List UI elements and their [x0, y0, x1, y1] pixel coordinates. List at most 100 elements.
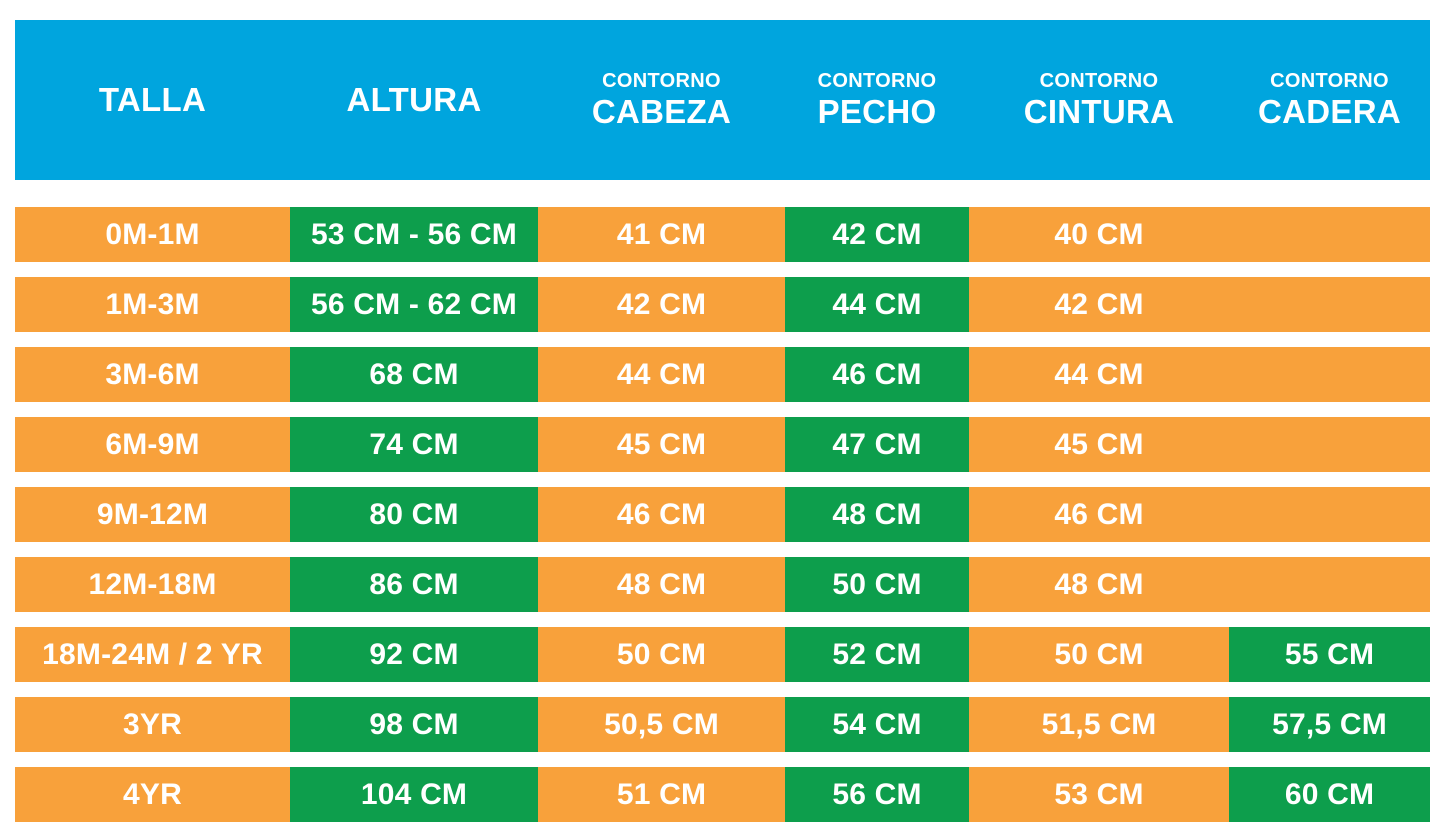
cell-value: 3M-6M [105, 357, 200, 391]
cell-value: 80 CM [369, 497, 459, 531]
cell-value: 42 CM [832, 217, 922, 251]
cell-value: 55 CM [1284, 637, 1375, 671]
cell-value: 53 CM - 56 CM [311, 217, 517, 251]
cell-cadera: 60 CM [1229, 767, 1430, 822]
cell-cabeza: 46 CM [538, 487, 785, 542]
table-row: 3M-6M 68 CM 44 CM 46 CM 44 CM [15, 347, 1430, 402]
cell-value: 4YR [123, 777, 182, 811]
header-cell-altura: ALTURA [290, 20, 538, 180]
cell-pecho: 50 CM [785, 557, 969, 612]
cell-value: 18M-24M / 2 YR [42, 637, 263, 671]
cell-pecho: 54 CM [785, 697, 969, 752]
cell-value: 51 CM [616, 777, 707, 811]
cell-cintura: 46 CM [969, 487, 1229, 542]
table-row: 3YR 98 CM 50,5 CM 54 CM 51,5 CM 57,5 CM [15, 697, 1430, 752]
cell-talla: 0M-1M [15, 207, 290, 262]
cell-cintura: 51,5 CM [969, 697, 1229, 752]
table-row: 1M-3M 56 CM - 62 CM 42 CM 44 CM 42 CM [15, 277, 1430, 332]
cell-cintura: 53 CM [969, 767, 1229, 822]
cell-value: 51,5 CM [1041, 707, 1157, 741]
cell-cabeza: 48 CM [538, 557, 785, 612]
cell-talla: 9M-12M [15, 487, 290, 542]
cell-cabeza: 51 CM [538, 767, 785, 822]
header-main-label: CADERA [1258, 93, 1401, 131]
header-top-label: CONTORNO [1270, 70, 1389, 93]
cell-altura: 92 CM [290, 627, 538, 682]
cell-altura: 53 CM - 56 CM [290, 207, 538, 262]
table-row: 12M-18M 86 CM 48 CM 50 CM 48 CM [15, 557, 1430, 612]
cell-pecho: 42 CM [785, 207, 969, 262]
cell-value: 53 CM [1054, 777, 1144, 811]
cell-value: 54 CM [832, 707, 922, 741]
cell-value: 92 CM [369, 637, 459, 671]
cell-value: 48 CM [832, 497, 922, 531]
cell-cadera [1229, 207, 1430, 262]
cell-value: 86 CM [369, 567, 459, 601]
cell-cadera [1229, 557, 1430, 612]
cell-value: 0M-1M [105, 217, 200, 251]
cell-value: 48 CM [616, 567, 707, 601]
cell-value: 104 CM [360, 777, 468, 811]
cell-value: 60 CM [1284, 777, 1375, 811]
cell-pecho: 47 CM [785, 417, 969, 472]
cell-cintura: 40 CM [969, 207, 1229, 262]
cell-cintura: 45 CM [969, 417, 1229, 472]
header-main-label: CABEZA [591, 93, 732, 131]
cell-value: 45 CM [1054, 427, 1144, 461]
header-main-label: ALTURA [346, 81, 482, 119]
cell-talla: 6M-9M [15, 417, 290, 472]
cell-value: 9M-12M [96, 497, 209, 531]
cell-cadera [1229, 417, 1430, 472]
cell-value: 56 CM - 62 CM [311, 287, 517, 321]
cell-cintura: 48 CM [969, 557, 1229, 612]
cell-value: 50,5 CM [604, 707, 719, 741]
cell-value: 46 CM [832, 357, 922, 391]
cell-value: 44 CM [1054, 357, 1144, 391]
cell-cintura: 50 CM [969, 627, 1229, 682]
header-main-label: TALLA [98, 81, 207, 119]
table-row: 18M-24M / 2 YR 92 CM 50 CM 52 CM 50 CM 55 CM [15, 627, 1430, 682]
header-top-label: CONTORNO [817, 70, 937, 93]
cell-pecho: 48 CM [785, 487, 969, 542]
cell-pecho: 52 CM [785, 627, 969, 682]
cell-value: 41 CM [616, 217, 707, 251]
header-cell-pecho: CONTORNO PECHO [785, 20, 969, 180]
table-row: 6M-9M 74 CM 45 CM 47 CM 45 CM [15, 417, 1430, 472]
header-top-label: CONTORNO [602, 70, 721, 93]
cell-altura: 68 CM [290, 347, 538, 402]
cell-cabeza: 45 CM [538, 417, 785, 472]
cell-value: 56 CM [832, 777, 922, 811]
cell-pecho: 56 CM [785, 767, 969, 822]
cell-value: 1M-3M [105, 287, 200, 321]
cell-value: 50 CM [1054, 637, 1144, 671]
cell-value: 42 CM [616, 287, 707, 321]
cell-pecho: 46 CM [785, 347, 969, 402]
cell-value: 50 CM [616, 637, 707, 671]
cell-talla: 3YR [15, 697, 290, 752]
cell-value: 45 CM [616, 427, 707, 461]
cell-altura: 104 CM [290, 767, 538, 822]
table-body: 0M-1M 53 CM - 56 CM 41 CM 42 CM 40 CM 1M-3M 56… [15, 207, 1430, 822]
cell-value: 42 CM [1054, 287, 1144, 321]
header-cell-cabeza: CONTORNO CABEZA [538, 20, 785, 180]
cell-cadera [1229, 487, 1430, 542]
cell-value: 52 CM [832, 637, 922, 671]
header-main-label: CINTURA [1023, 93, 1175, 131]
cell-value: 44 CM [832, 287, 922, 321]
cell-cadera: 55 CM [1229, 627, 1430, 682]
cell-altura: 86 CM [290, 557, 538, 612]
cell-altura: 56 CM - 62 CM [290, 277, 538, 332]
cell-value: 46 CM [1054, 497, 1144, 531]
cell-value: 44 CM [616, 357, 707, 391]
header-top-label: CONTORNO [1039, 70, 1159, 93]
cell-cabeza: 50,5 CM [538, 697, 785, 752]
cell-value: 68 CM [369, 357, 459, 391]
table-row: 0M-1M 53 CM - 56 CM 41 CM 42 CM 40 CM [15, 207, 1430, 262]
cell-altura: 80 CM [290, 487, 538, 542]
table-header: TALLA ALTURA CONTORNO CABEZA CONTORNO PECHO CO… [15, 20, 1430, 180]
table-row: 4YR 104 CM 51 CM 56 CM 53 CM 60 CM [15, 767, 1430, 822]
cell-value: 98 CM [369, 707, 459, 741]
cell-cintura: 42 CM [969, 277, 1229, 332]
cell-talla: 1M-3M [15, 277, 290, 332]
